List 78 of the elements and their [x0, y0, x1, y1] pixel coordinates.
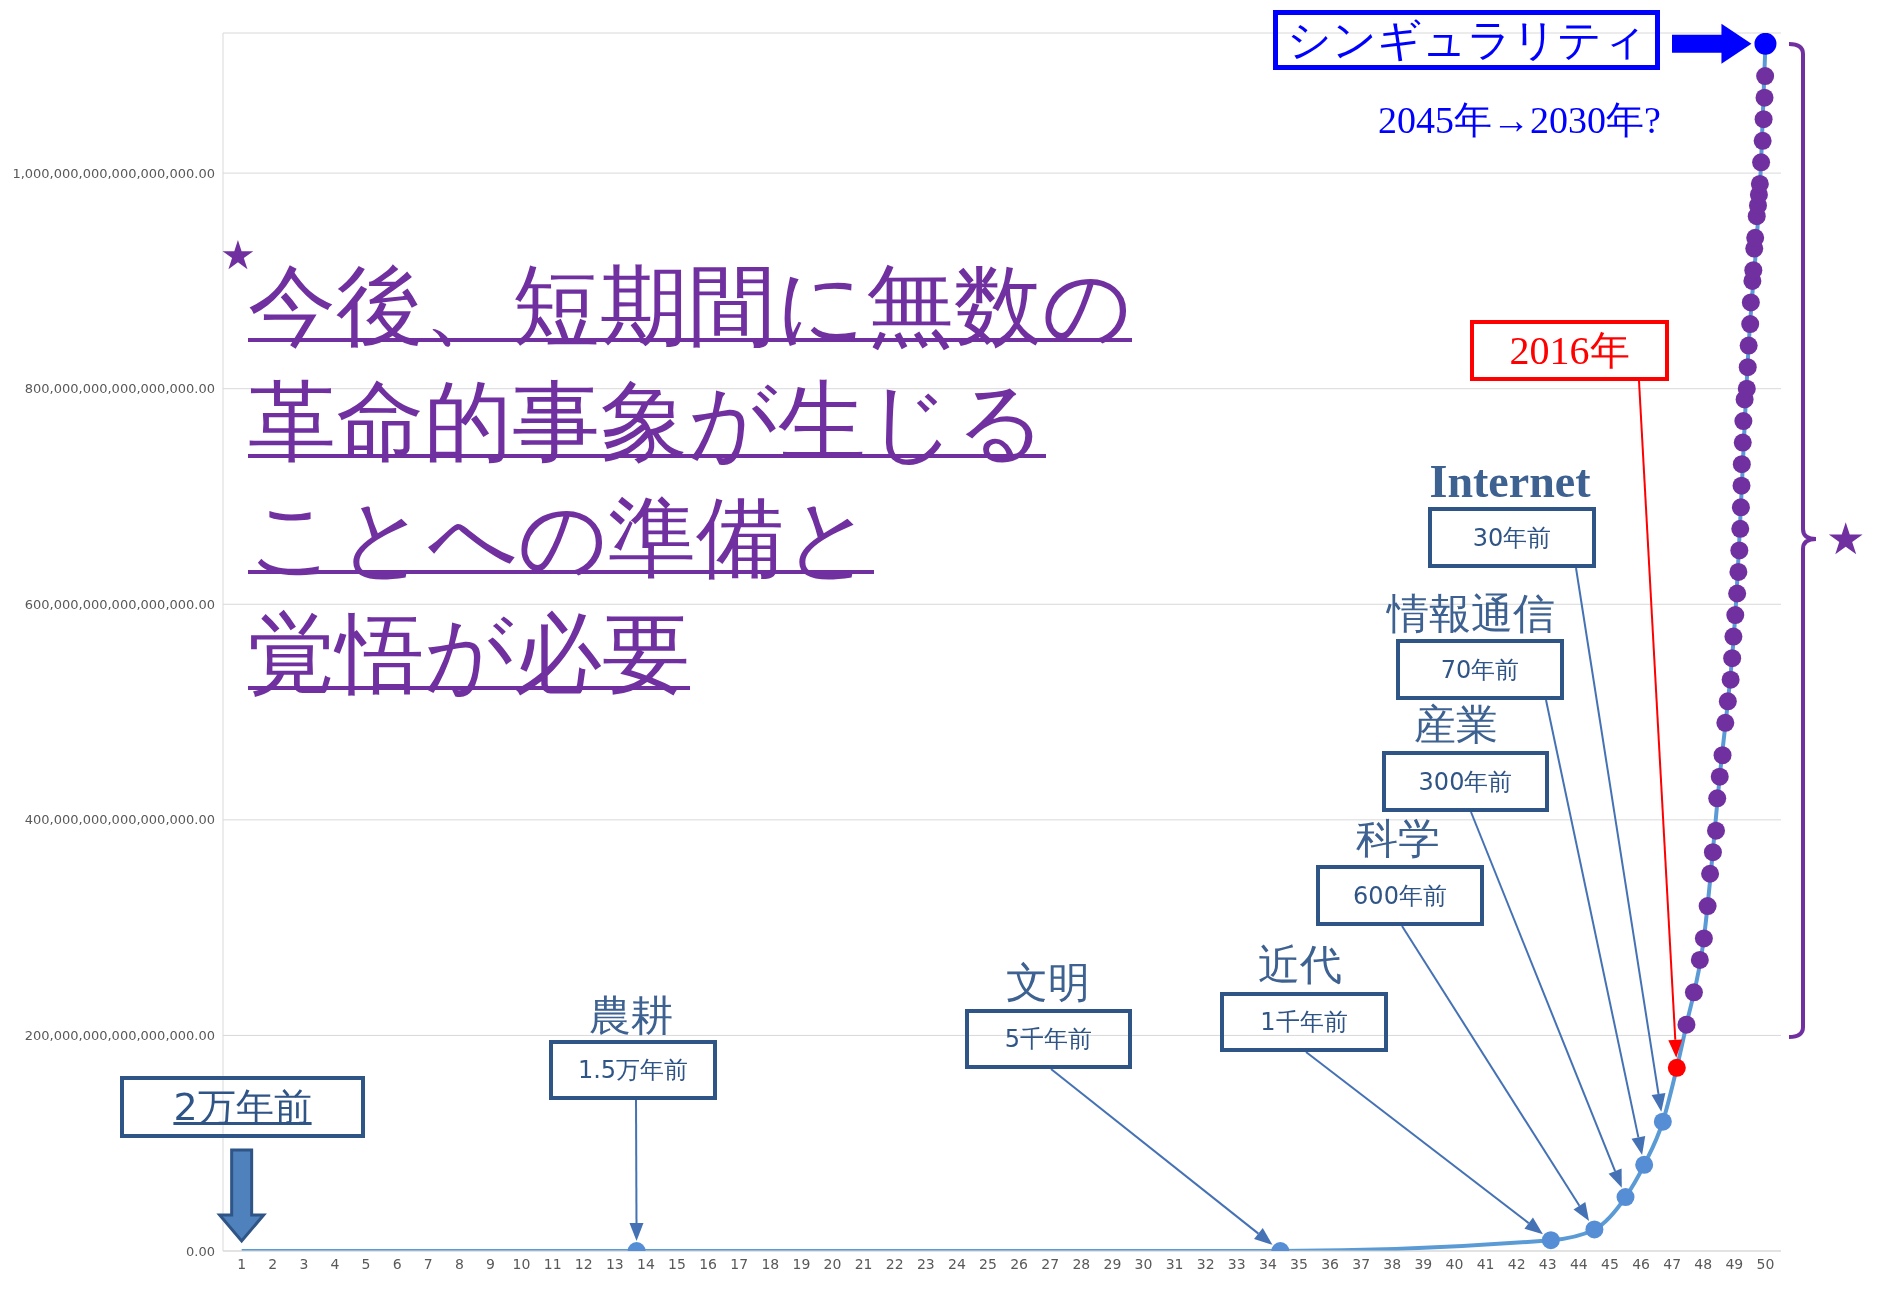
x-tick-label: 42	[1507, 1255, 1526, 1272]
x-tick-label: 4	[330, 1255, 340, 1272]
annotation: 600年前	[1316, 865, 1484, 926]
x-tick-label: 38	[1383, 1255, 1402, 1272]
x-tick-label: 13	[605, 1255, 624, 1272]
x-tick-label: 41	[1476, 1255, 1495, 1272]
annotation: 70年前	[1396, 639, 1564, 700]
x-tick-label: 49	[1725, 1255, 1744, 1272]
x-tick-label: 27	[1041, 1255, 1060, 1272]
annotation: 農耕	[589, 991, 673, 1040]
x-tick-label: 18	[761, 1255, 780, 1272]
annotation: 文明	[1006, 958, 1090, 1007]
x-tick-label: 47	[1663, 1255, 1682, 1272]
annotation: 近代	[1258, 940, 1342, 989]
x-tick-label: 15	[668, 1255, 686, 1272]
y-tick-label: 600,000,000,000,000,000.00	[24, 596, 215, 612]
x-tick-label: 35	[1290, 1255, 1308, 1272]
x-tick-label: 10	[512, 1255, 531, 1272]
x-tick-label: 7	[423, 1255, 433, 1272]
annotation: 科学	[1356, 814, 1440, 863]
x-tick-label: 11	[543, 1255, 562, 1272]
x-tick-label: 1	[237, 1255, 247, 1272]
annotation: 産業	[1414, 700, 1498, 749]
x-tick-label: 20	[823, 1255, 842, 1272]
x-tick-label: 9	[485, 1255, 495, 1272]
x-tick-label: 45	[1601, 1255, 1619, 1272]
annotation: 5千年前	[965, 1009, 1132, 1069]
annotation: 革命的事象が生じる	[248, 369, 1046, 475]
x-tick-label: 3	[299, 1255, 309, 1272]
x-tick-label: 48	[1694, 1255, 1713, 1272]
x-tick-label: 50	[1756, 1255, 1775, 1272]
x-tick-label: 29	[1103, 1255, 1122, 1272]
x-tick-label: 5	[361, 1255, 371, 1272]
x-tick-label: 16	[699, 1255, 718, 1272]
y-tick-label: 0.00	[186, 1243, 215, 1259]
x-tick-label: 25	[979, 1255, 997, 1272]
x-tick-label: 44	[1569, 1255, 1588, 1272]
x-tick-label: 14	[637, 1255, 655, 1272]
annotation: 覚悟が必要	[248, 601, 690, 707]
x-tick-label: 37	[1352, 1255, 1371, 1272]
annotation: シンギュラリティ	[1273, 10, 1660, 70]
x-tick-label: 31	[1165, 1255, 1184, 1272]
x-tick-label: 46	[1632, 1255, 1651, 1272]
annotation: 2万年前	[120, 1076, 365, 1138]
annotation: 1.5万年前	[549, 1040, 717, 1100]
annotation: ことへの準備と	[248, 485, 874, 591]
x-tick-label: 28	[1072, 1255, 1091, 1272]
text: ★	[1826, 513, 1866, 564]
x-tick-label: 40	[1445, 1255, 1464, 1272]
annotation: Internet	[1429, 456, 1591, 507]
annotation: 2045年→2030年?	[1378, 99, 1661, 141]
x-tick-label: 19	[792, 1255, 811, 1272]
x-tick-label: 6	[392, 1255, 402, 1272]
y-tick-label: 1,000,000,000,000,000,000.00	[12, 165, 215, 181]
y-tick-label: 400,000,000,000,000,000.00	[24, 812, 215, 828]
x-tick-label: 2	[268, 1255, 278, 1272]
x-tick-label: 33	[1227, 1255, 1246, 1272]
x-tick-label: 34	[1258, 1255, 1277, 1272]
x-tick-label: 17	[730, 1255, 749, 1272]
x-tick-label: 8	[454, 1255, 464, 1272]
x-tick-label: 21	[854, 1255, 873, 1272]
x-tick-label: 32	[1196, 1255, 1215, 1272]
x-tick-label: 26	[1010, 1255, 1029, 1272]
x-tick-label: 24	[947, 1255, 966, 1272]
annotation: 300年前	[1382, 751, 1549, 812]
y-tick-label: 200,000,000,000,000,000.00	[24, 1028, 215, 1044]
annotation: 2016年	[1470, 320, 1669, 381]
x-tick-label: 39	[1414, 1255, 1433, 1272]
x-tick-label: 12	[574, 1255, 593, 1272]
x-tick-label: 30	[1134, 1255, 1153, 1272]
x-tick-label: 23	[916, 1255, 935, 1272]
annotation: 情報通信	[1387, 589, 1555, 638]
x-tick-label: 36	[1321, 1255, 1340, 1272]
y-tick-label: 800,000,000,000,000,000.00	[24, 381, 215, 397]
annotation: 30年前	[1428, 507, 1596, 568]
x-tick-label: 43	[1538, 1255, 1557, 1272]
x-tick-label: 22	[885, 1255, 904, 1272]
annotation: 1千年前	[1220, 992, 1388, 1052]
